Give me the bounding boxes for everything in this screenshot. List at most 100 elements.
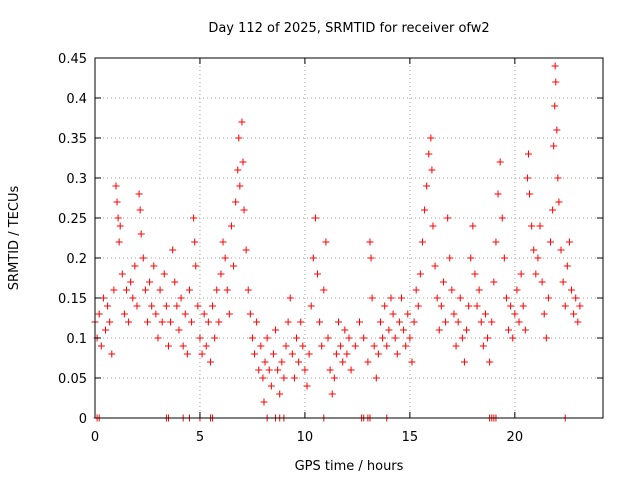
data-point xyxy=(242,246,250,254)
chart-title: Day 112 of 2025, SRMTID for receiver ofw… xyxy=(208,21,489,36)
data-point xyxy=(500,254,508,262)
data-point xyxy=(345,334,353,342)
data-point xyxy=(192,262,200,270)
data-point xyxy=(523,174,531,182)
data-point xyxy=(335,318,343,326)
data-point xyxy=(444,214,452,222)
data-point xyxy=(494,190,502,198)
data-point xyxy=(544,294,552,302)
data-point xyxy=(475,286,483,294)
data-point xyxy=(272,326,280,334)
data-point xyxy=(370,342,378,350)
data-point xyxy=(360,334,368,342)
data-point xyxy=(379,334,387,342)
data-point xyxy=(106,318,114,326)
data-point xyxy=(133,302,141,310)
data-point xyxy=(550,142,558,150)
data-point xyxy=(307,302,315,310)
data-point xyxy=(194,302,202,310)
data-point xyxy=(414,302,422,310)
y-tick-label: 0.15 xyxy=(58,292,87,307)
data-point xyxy=(154,334,162,342)
data-point xyxy=(251,350,259,358)
data-point xyxy=(324,334,332,342)
data-point xyxy=(515,318,523,326)
y-tick-label: 0.2 xyxy=(66,252,87,267)
data-point xyxy=(167,318,175,326)
data-point xyxy=(269,350,277,358)
data-point xyxy=(471,270,479,278)
data-point xyxy=(253,318,261,326)
data-point xyxy=(511,310,519,318)
data-point xyxy=(125,318,133,326)
data-point xyxy=(198,350,206,358)
data-point xyxy=(446,254,454,262)
data-point xyxy=(265,366,273,374)
data-point xyxy=(387,294,395,302)
data-point xyxy=(418,238,426,246)
data-point xyxy=(458,334,466,342)
data-point xyxy=(288,350,296,358)
data-point xyxy=(238,118,246,126)
data-point xyxy=(137,230,145,238)
data-point xyxy=(160,270,168,278)
data-point xyxy=(341,326,349,334)
data-point xyxy=(513,286,521,294)
data-point xyxy=(551,102,559,110)
data-point xyxy=(467,254,475,262)
data-point xyxy=(517,270,525,278)
data-point xyxy=(332,350,340,358)
data-point xyxy=(498,214,506,222)
data-point xyxy=(188,318,196,326)
data-point xyxy=(521,326,529,334)
data-point xyxy=(439,278,447,286)
data-point xyxy=(322,238,330,246)
data-point xyxy=(376,318,384,326)
data-point xyxy=(261,358,269,366)
data-point xyxy=(389,310,397,318)
data-point xyxy=(435,326,443,334)
data-point xyxy=(454,318,462,326)
data-point xyxy=(135,190,143,198)
data-point xyxy=(402,342,410,350)
data-point xyxy=(141,286,149,294)
data-point xyxy=(230,262,238,270)
data-point xyxy=(538,278,546,286)
data-point xyxy=(425,150,433,158)
data-point xyxy=(427,134,435,142)
data-point xyxy=(393,350,401,358)
data-point xyxy=(215,318,223,326)
data-point xyxy=(185,286,193,294)
data-point xyxy=(337,342,345,350)
data-point xyxy=(431,262,439,270)
data-point xyxy=(295,358,303,366)
data-point xyxy=(309,254,317,262)
data-point xyxy=(355,318,363,326)
data-point xyxy=(507,302,515,310)
data-point xyxy=(484,334,492,342)
x-tick-label: 10 xyxy=(297,430,314,445)
data-point xyxy=(433,294,441,302)
data-point xyxy=(421,206,429,214)
data-point xyxy=(211,334,219,342)
data-point xyxy=(169,246,177,254)
data-point xyxy=(314,270,322,278)
data-point xyxy=(559,278,567,286)
data-point xyxy=(136,206,144,214)
data-point xyxy=(406,334,414,342)
data-point xyxy=(456,294,464,302)
y-tick-label: 0.25 xyxy=(58,212,87,227)
data-point xyxy=(112,182,120,190)
data-point xyxy=(395,318,403,326)
data-point xyxy=(554,174,562,182)
data-point xyxy=(563,262,571,270)
data-point xyxy=(158,318,166,326)
data-point xyxy=(351,342,359,350)
data-point xyxy=(206,358,214,366)
data-point xyxy=(463,326,471,334)
data-point xyxy=(400,326,408,334)
data-point xyxy=(274,366,282,374)
data-point xyxy=(542,334,550,342)
data-point xyxy=(156,286,164,294)
